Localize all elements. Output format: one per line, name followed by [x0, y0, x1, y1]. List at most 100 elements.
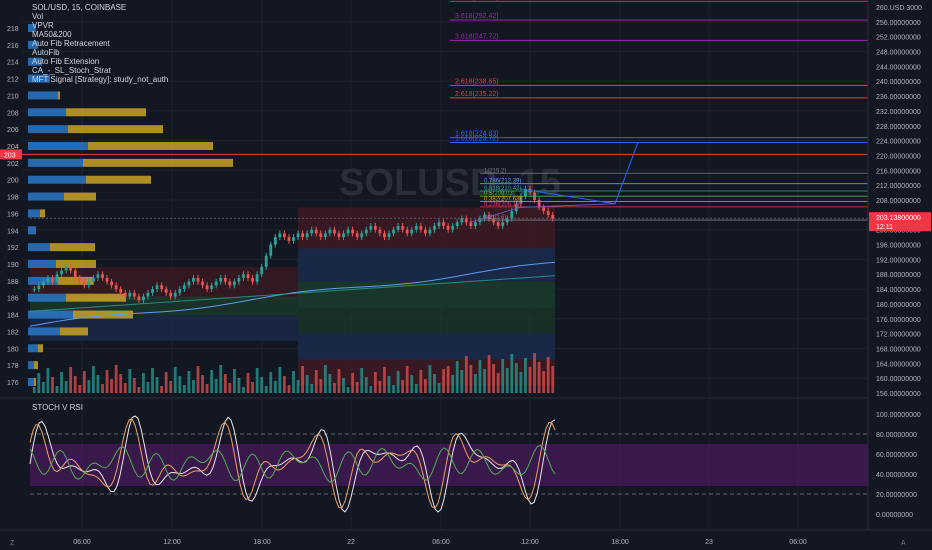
- left-axis-tick: 196: [7, 211, 19, 218]
- volume-bar: [292, 371, 295, 393]
- vpvr-bar-buy: [28, 327, 60, 336]
- left-axis-tick: 176: [7, 380, 19, 387]
- volume-bar: [210, 370, 214, 393]
- vpvr-bar-buy: [28, 108, 66, 117]
- candle-body: [414, 225, 418, 230]
- indicator-legend-item[interactable]: MA50&200: [32, 30, 72, 39]
- stoch-pane-title[interactable]: STOCH V RSI: [32, 403, 83, 412]
- volume-bar: [155, 377, 159, 393]
- volume-bar: [310, 384, 314, 393]
- candle-body: [101, 274, 104, 278]
- volume-bar: [474, 374, 477, 393]
- candle-body: [41, 281, 45, 286]
- candle-body: [305, 233, 309, 238]
- stoch-axis-tick: 60.00000000: [876, 452, 917, 459]
- volume-bar: [114, 365, 118, 393]
- volume-bar: [214, 379, 218, 393]
- vpvr-bar-sell: [40, 209, 45, 218]
- indicator-legend-item[interactable]: MFT Signal [Strategy]: study_not_auth: [32, 75, 169, 84]
- right-axis-tick: 240.00000000: [876, 79, 921, 86]
- time-axis-label: 22: [347, 539, 355, 546]
- candle-body: [378, 229, 382, 234]
- candle-body: [255, 274, 259, 282]
- time-axis-label: 18:00: [611, 539, 629, 546]
- vpvr-bar-sell: [66, 108, 146, 117]
- left-axis-tick: 180: [7, 346, 19, 353]
- candle-body: [446, 225, 450, 230]
- volume-bar: [178, 376, 182, 393]
- symbol-title[interactable]: SOL/USD, 15, COINBASE: [32, 3, 127, 12]
- auto-scale-toggle[interactable]: A: [901, 540, 906, 547]
- candle-body: [396, 225, 400, 230]
- volume-bar: [369, 386, 373, 393]
- candle-body: [214, 281, 218, 286]
- time-axis-label: 12:00: [163, 539, 181, 546]
- candle-body: [346, 229, 350, 234]
- candle-body: [78, 277, 82, 282]
- candle-body: [537, 200, 541, 208]
- candle-body: [337, 233, 341, 238]
- volume-bar: [173, 367, 177, 393]
- candle-body: [423, 229, 427, 234]
- volume-bar: [160, 386, 164, 393]
- range-band-blue: [298, 248, 555, 282]
- candle-body: [319, 233, 323, 238]
- rsi-line: [29, 444, 556, 483]
- indicator-legend-item[interactable]: CA_-_SL_Stoch_Strat: [32, 66, 111, 75]
- candle-body: [251, 277, 254, 282]
- candle-body: [524, 188, 527, 197]
- volume-bar: [69, 367, 73, 393]
- vpvr-bar-buy: [28, 40, 38, 49]
- volume-bar: [41, 382, 45, 393]
- left-axis-tick: 216: [7, 43, 19, 50]
- vpvr-bar-buy: [28, 226, 36, 235]
- left-axis-tick: 200: [7, 178, 19, 185]
- right-axis-tick: 192.00000000: [876, 257, 921, 264]
- volume-bar: [483, 369, 486, 393]
- vpvr-bar-buy: [28, 192, 64, 201]
- vpvr-bar-sell: [68, 125, 163, 134]
- candle-body: [219, 277, 223, 282]
- candle-body: [383, 233, 386, 238]
- candle-body: [451, 225, 455, 230]
- volume-bar: [137, 387, 141, 393]
- vpvr-bar-buy: [28, 344, 38, 353]
- vpvr-bar-buy: [28, 175, 86, 184]
- candle-body: [474, 222, 477, 226]
- volume-bar: [401, 380, 405, 393]
- candle-body: [146, 292, 150, 297]
- left-axis-tick: 202: [7, 161, 19, 168]
- volume-bar: [373, 372, 377, 393]
- volume-bar: [146, 382, 150, 393]
- indicator-legend-item[interactable]: Auto Fib Extension: [32, 57, 100, 66]
- volume-bar: [383, 367, 386, 393]
- right-axis-tick: 248.00000000: [876, 50, 921, 57]
- volume-bar: [151, 368, 154, 393]
- candle-body: [551, 214, 555, 219]
- candle-body: [110, 281, 113, 286]
- left-axis-tick: 182: [7, 329, 19, 336]
- volume-bar: [487, 355, 491, 393]
- indicator-legend-item[interactable]: AutoFib: [32, 48, 60, 57]
- vpvr-bar-buy: [28, 378, 34, 386]
- volume-bar: [82, 371, 86, 393]
- stoch-d-line: [29, 418, 556, 510]
- vpvr-bar-buy: [28, 142, 88, 150]
- candle-body: [387, 233, 391, 238]
- candle-body: [246, 274, 250, 278]
- indicator-legend-item[interactable]: VPVR: [32, 21, 54, 30]
- volume-bar: [232, 369, 236, 393]
- volume-bar: [201, 375, 204, 393]
- candle-body: [51, 277, 54, 282]
- indicator-legend-item[interactable]: Auto Fib Retracement: [32, 39, 110, 48]
- volume-bar: [283, 376, 286, 393]
- volume-bar: [78, 385, 82, 393]
- indicator-legend-item[interactable]: Vol: [32, 12, 44, 21]
- left-price-badge: [0, 149, 22, 160]
- range-band-mid: [298, 281, 555, 308]
- timezone-toggle[interactable]: Z: [10, 540, 15, 547]
- candle-body: [269, 244, 273, 256]
- vpvr-bar-buy: [28, 158, 83, 167]
